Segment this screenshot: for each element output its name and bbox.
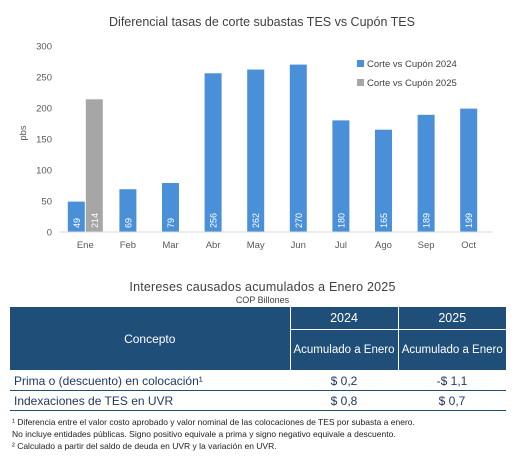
bar-data-label: 199 bbox=[464, 213, 474, 228]
x-tick-label: Sep bbox=[418, 240, 435, 251]
footnote-1: ¹ Diferencia entre el valor costo aproba… bbox=[12, 417, 415, 427]
interest-table: Concepto 2024 2025 Acumulado a Enero Acu… bbox=[10, 307, 506, 411]
bar-data-label: 262 bbox=[251, 213, 261, 228]
footnote-3: ² Calculado a partir del saldo de deuda … bbox=[12, 441, 277, 451]
x-tick-label: Ago bbox=[375, 240, 392, 251]
row-value-2024: $ 0,8 bbox=[290, 390, 398, 411]
x-axis-ticks: Ene Feb Mar Abr May Jun Jul Ago Sep Oct bbox=[77, 240, 477, 251]
legend-swatch bbox=[357, 79, 364, 86]
row-label: Prima o (descuento) en colocación¹ bbox=[10, 370, 290, 391]
bar-data-label: 180 bbox=[336, 213, 346, 228]
x-tick-label: Abr bbox=[206, 240, 221, 251]
bar bbox=[375, 129, 392, 232]
bar-data-label: 189 bbox=[422, 213, 432, 228]
header-acumulado-2024: Acumulado a Enero bbox=[290, 329, 399, 371]
legend: Corte vs Cupón 2024 Corte vs Cupón 2025 bbox=[357, 59, 457, 89]
bar bbox=[162, 183, 179, 232]
y-tick-label: 250 bbox=[36, 73, 52, 84]
row-value-2024: $ 0,2 bbox=[290, 370, 398, 391]
legend-swatch bbox=[357, 60, 364, 67]
footnote-2: No incluye entidades públicas. Signo pos… bbox=[12, 429, 396, 439]
y-tick-label: 0 bbox=[47, 228, 52, 239]
header-acumulado-2025: Acumulado a Enero bbox=[398, 329, 506, 371]
x-tick-label: Mar bbox=[162, 240, 178, 251]
x-tick-label: Ene bbox=[77, 240, 94, 251]
header-year-2024: 2024 bbox=[290, 307, 399, 330]
header-year-2025: 2025 bbox=[398, 307, 506, 330]
bar bbox=[204, 73, 222, 232]
bars: 49 214 69 79 256 262 270 180 165 189 199 bbox=[67, 64, 478, 232]
bar bbox=[247, 69, 265, 232]
bar bbox=[67, 201, 85, 232]
y-axis-ticks: 0 50 100 150 200 250 300 bbox=[36, 42, 52, 239]
table-row: Indexaciones de TES en UVR $ 0,8 $ 0,7 bbox=[10, 390, 506, 411]
bar-chart: Diferencial tasas de corte subastas TES … bbox=[18, 15, 492, 251]
x-tick-label: Oct bbox=[461, 240, 476, 251]
y-tick-label: 50 bbox=[41, 197, 52, 208]
row-value-2025: -$ 1,1 bbox=[398, 370, 506, 391]
bar-data-label: 270 bbox=[294, 213, 304, 228]
row-value-2025: $ 0,7 bbox=[398, 390, 506, 411]
header-concepto: Concepto bbox=[10, 307, 291, 371]
table-title: Intereses causados acumulados a Enero 20… bbox=[129, 280, 396, 294]
bar-data-label: 69 bbox=[123, 218, 133, 228]
x-tick-label: Jun bbox=[291, 240, 306, 251]
bar bbox=[417, 114, 435, 232]
y-axis-label: pbs bbox=[18, 125, 29, 141]
x-tick-label: May bbox=[247, 240, 265, 251]
bar-data-label: 49 bbox=[72, 218, 82, 228]
bar bbox=[460, 108, 478, 232]
legend-entry: Corte vs Cupón 2024 bbox=[367, 59, 457, 70]
row-label: Indexaciones de TES en UVR bbox=[10, 390, 290, 411]
table-subtitle: COP Billones bbox=[235, 295, 290, 305]
bar-data-label: 79 bbox=[166, 218, 176, 228]
y-tick-label: 150 bbox=[36, 135, 52, 146]
y-tick-label: 300 bbox=[36, 42, 52, 53]
bar bbox=[332, 120, 350, 232]
x-tick-label: Jul bbox=[335, 240, 347, 251]
bar-data-label: 214 bbox=[90, 213, 100, 228]
bar-data-label: 256 bbox=[209, 213, 219, 228]
bar-data-label: 165 bbox=[379, 213, 389, 228]
bar bbox=[119, 189, 137, 232]
y-tick-label: 200 bbox=[36, 104, 52, 115]
legend-entry: Corte vs Cupón 2025 bbox=[367, 78, 457, 89]
bar bbox=[289, 64, 307, 232]
y-tick-label: 100 bbox=[36, 166, 52, 177]
x-tick-label: Feb bbox=[120, 240, 136, 251]
chart-title: Diferencial tasas de corte subastas TES … bbox=[109, 15, 415, 29]
footnotes: ¹ Diferencia entre el valor costo aproba… bbox=[12, 416, 520, 452]
bar bbox=[85, 99, 103, 232]
table-row: Prima o (descuento) en colocación¹ $ 0,2… bbox=[10, 370, 506, 391]
